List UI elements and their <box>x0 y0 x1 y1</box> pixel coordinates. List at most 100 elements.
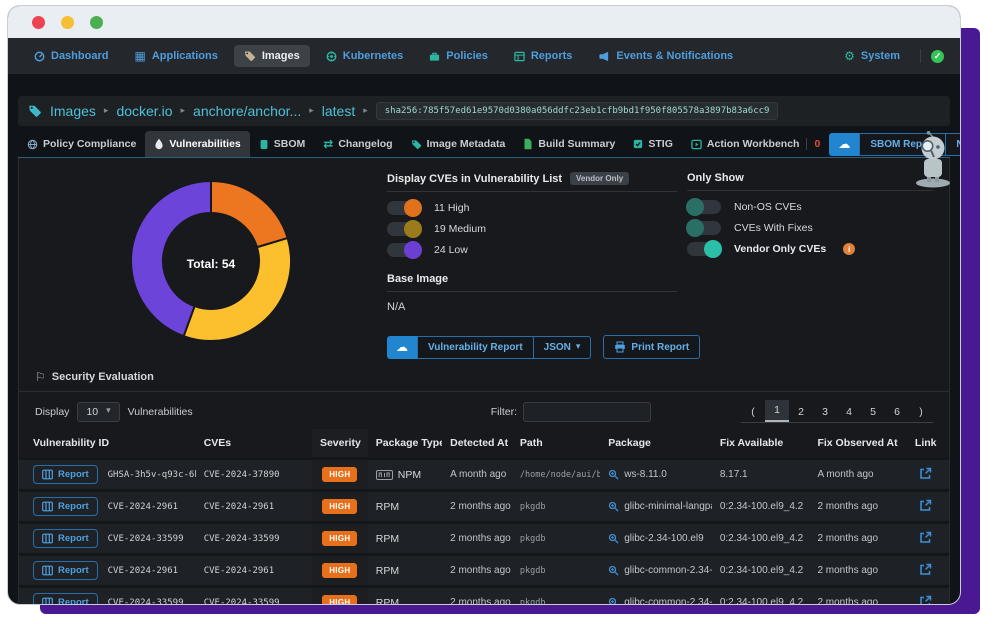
column-header-cves[interactable]: CVEs <box>203 437 232 449</box>
fix-available: 8.17.1 <box>711 457 810 491</box>
traffic-light-buttons[interactable] <box>32 15 103 29</box>
table-body: Report GHSA-3h5v-q93c-6h6q CVE-2024-37890 H… <box>19 457 949 604</box>
unit-label: Vulnerabilities <box>127 405 193 418</box>
tab-stig[interactable]: STIG <box>624 131 682 157</box>
column-header-severity[interactable]: Severity <box>312 429 368 459</box>
cloud-download-icon: ☁ <box>396 339 408 354</box>
external-link-icon[interactable] <box>919 467 932 480</box>
page-button-1[interactable]: 1 <box>765 400 789 422</box>
zoom-in-icon[interactable] <box>608 565 619 576</box>
report-button[interactable]: Report <box>33 465 98 484</box>
app-window: Dashboard ▦ Applications Images Kubernetes Po… <box>8 6 960 604</box>
sbom-format-select[interactable]: Native (JSON) ▾ <box>946 132 960 156</box>
donut-total-label: Total: 54 <box>186 256 236 271</box>
external-link-icon[interactable] <box>919 563 932 576</box>
column-header-package-type[interactable]: Package Type <box>375 437 443 449</box>
tab-sbom[interactable]: SBOM <box>250 131 315 157</box>
column-header-detected-at[interactable]: Detected At <box>450 437 509 449</box>
grid-icon: ▦ <box>134 49 146 63</box>
tab-build-summary[interactable]: Build Summary <box>514 131 624 157</box>
close-button[interactable] <box>32 15 45 29</box>
workbench-icon <box>691 139 702 150</box>
vuln-format-select[interactable]: JSON ▾ <box>533 335 592 359</box>
page-button-2[interactable]: 2 <box>798 406 804 418</box>
nav-item-policies[interactable]: Policies <box>419 45 498 67</box>
nav-item-system[interactable]: ⚙ System <box>834 45 910 67</box>
display-label: Display <box>35 405 70 418</box>
report-button[interactable]: Report <box>33 593 98 604</box>
next-page-button[interactable]: ) <box>919 406 923 418</box>
nav-item-events-notifications[interactable]: Events & Notifications <box>588 45 743 67</box>
external-link-icon[interactable] <box>919 595 932 604</box>
column-header-fix-available[interactable]: Fix Available <box>719 437 784 449</box>
filter-toggle[interactable] <box>686 219 721 237</box>
only-show-toggle-row: Vendor Only CVEs i <box>687 240 933 258</box>
report-button[interactable]: Report <box>33 529 98 548</box>
column-header-package[interactable]: Package <box>608 437 651 449</box>
zoom-in-icon[interactable] <box>608 501 619 512</box>
tab-image-metadata[interactable]: Image Metadata <box>402 131 515 157</box>
donut-slice-low[interactable] <box>129 179 212 338</box>
report-button[interactable]: Report <box>33 561 98 580</box>
health-check-icon[interactable]: ✓ <box>931 49 944 63</box>
severity-toggle[interactable] <box>387 220 422 238</box>
pagination: (1 2 3 4 5 6) <box>741 400 933 423</box>
nav-item-applications[interactable]: ▦ Applications <box>124 45 227 67</box>
zoom-in-icon[interactable] <box>608 597 619 604</box>
download-sbom-button[interactable]: ☁ <box>829 132 860 156</box>
prev-page-button[interactable]: ( <box>751 406 755 418</box>
zoom-button[interactable] <box>90 15 103 29</box>
report-icon <box>42 533 53 544</box>
nav-item-reports[interactable]: Reports <box>504 45 583 67</box>
fix-available: 0:2.34-100.el9_4.2 <box>711 489 810 523</box>
minimize-button[interactable] <box>61 15 74 29</box>
tab-label: Changelog <box>338 138 393 150</box>
filter-input[interactable] <box>523 401 651 422</box>
vulnerability-report-button[interactable]: Vulnerability Report <box>417 335 534 359</box>
crumb-2[interactable]: anchore/anchor... <box>193 103 302 119</box>
nav-item-kubernetes[interactable]: Kubernetes <box>316 45 414 67</box>
filter-toggle[interactable] <box>687 240 722 258</box>
page-button-4[interactable]: 4 <box>846 406 852 418</box>
page-button-6[interactable]: 6 <box>894 406 900 418</box>
external-link-icon[interactable] <box>919 531 932 544</box>
donut-svg[interactable] <box>126 176 296 351</box>
page-button-5[interactable]: 5 <box>870 406 876 418</box>
swap-arrows-icon: ⇄ <box>323 137 334 151</box>
crumb-0[interactable]: Images <box>50 103 96 119</box>
download-vuln-report-button[interactable]: ☁ <box>387 335 417 359</box>
severity-toggle[interactable] <box>387 241 422 259</box>
tab-label: Build Summary <box>538 138 616 150</box>
zoom-in-icon[interactable] <box>608 533 619 544</box>
filter-toggle[interactable] <box>686 198 721 216</box>
donut-slice-medium[interactable] <box>182 236 292 342</box>
tab-changelog[interactable]: ⇄ Changelog <box>314 131 401 157</box>
tab-label: STIG <box>648 138 673 150</box>
page-button-3[interactable]: 3 <box>822 406 828 418</box>
severity-badge: HIGH <box>322 531 358 546</box>
column-header-path[interactable]: Path <box>519 437 543 449</box>
package-name: glibc-2.34-100.el9 <box>624 533 704 544</box>
tab-vulnerabilities[interactable]: Vulnerabilities <box>145 131 250 157</box>
zoom-in-icon[interactable] <box>608 469 619 480</box>
crumb-1[interactable]: docker.io <box>116 103 173 119</box>
tab-action-workbench[interactable]: Action Workbench 0 <box>682 131 829 157</box>
tab-policy-compliance[interactable]: Policy Compliance <box>18 131 145 157</box>
page-size-select[interactable]: 10 ▾ <box>77 401 120 422</box>
nav-item-dashboard[interactable]: Dashboard <box>24 45 118 67</box>
nav-item-images[interactable]: Images <box>233 45 310 67</box>
column-header-vulnerability-id[interactable]: Vulnerability ID <box>33 437 110 449</box>
crumb-3[interactable]: latest <box>321 103 356 119</box>
print-report-button[interactable]: Print Report <box>603 335 701 359</box>
info-icon[interactable]: i <box>843 243 856 255</box>
external-link-icon[interactable] <box>919 499 932 512</box>
donut-slice-high[interactable] <box>210 179 289 249</box>
crumb-separator: ▸ <box>103 106 109 116</box>
table-header-row: Vulnerability ID CVEs Severity Package Type… <box>19 429 949 459</box>
report-button[interactable]: Report <box>33 497 98 516</box>
column-header-fix-observed-at[interactable]: Fix Observed At <box>817 437 898 449</box>
base-image-header: Base Image <box>387 273 677 292</box>
column-header-link[interactable]: Link <box>914 437 937 449</box>
severity-toggle[interactable] <box>387 199 422 217</box>
image-digest-chip[interactable]: sha256:785f57ed61e9570d0380a056ddfc23eb1… <box>375 102 779 120</box>
